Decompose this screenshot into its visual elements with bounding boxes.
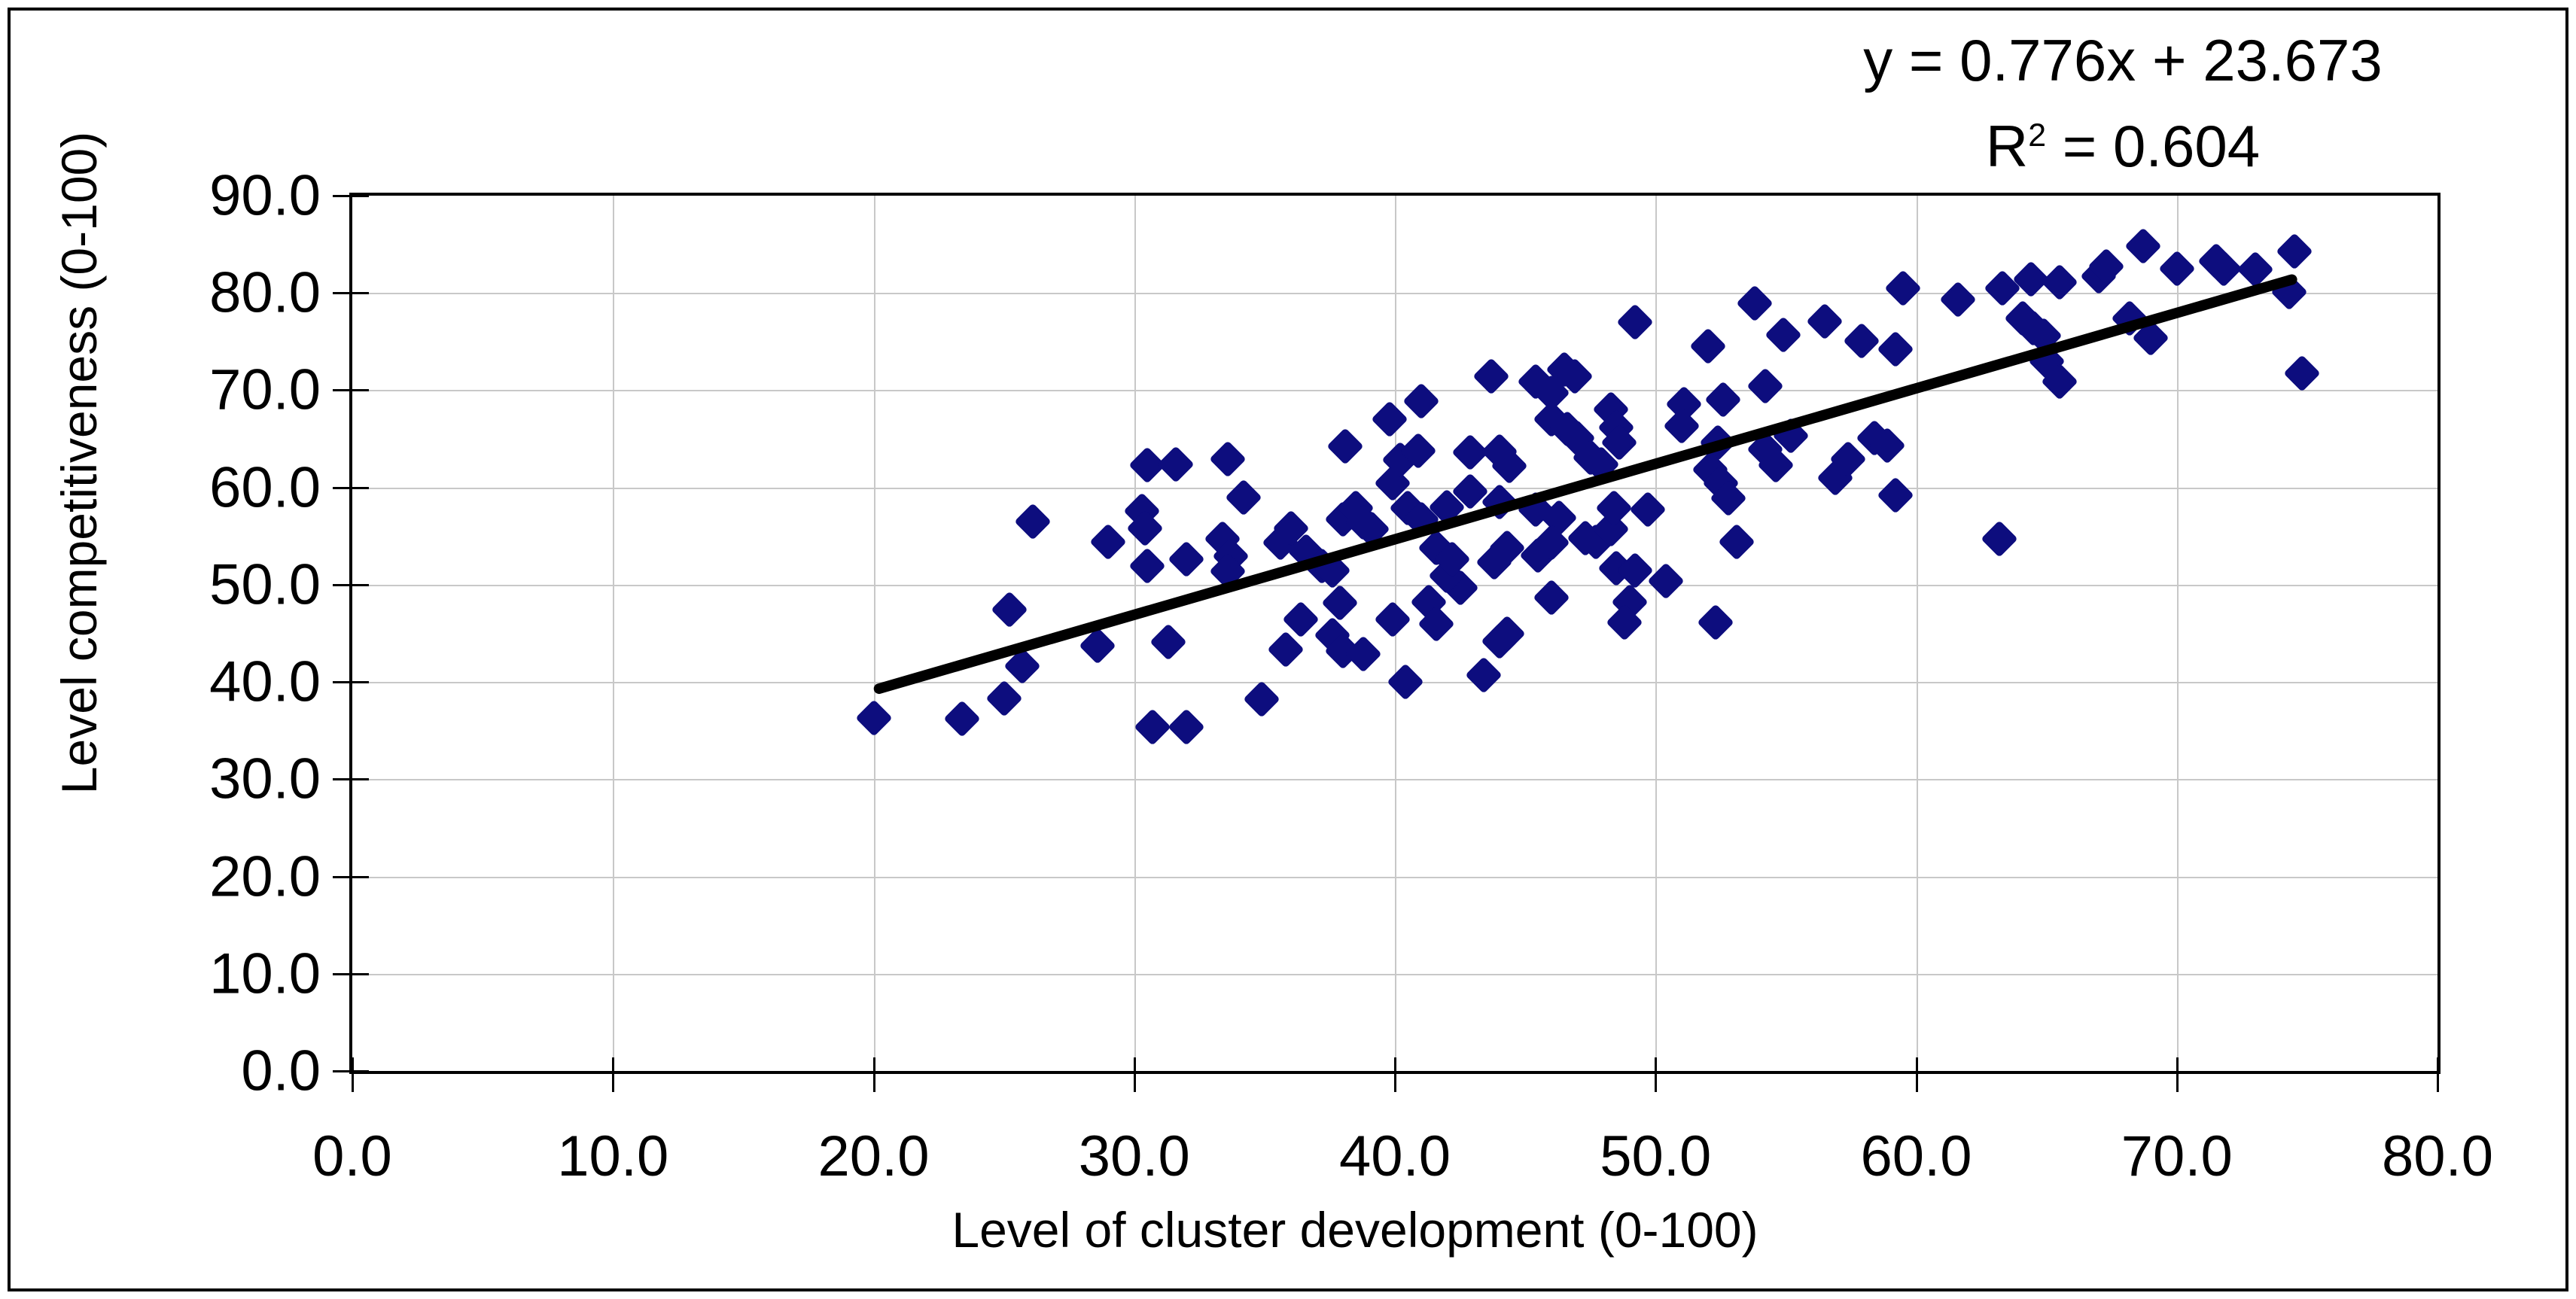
y-axis-tick (333, 972, 369, 975)
y-axis-tick (333, 292, 369, 295)
x-axis-tick-label: 50.0 (1600, 1124, 1712, 1188)
y-axis-tick-label: 20.0 (209, 844, 321, 909)
horizontal-gridline (352, 584, 2437, 586)
x-axis-tick (1915, 1057, 1918, 1092)
trendline-equation-label: y = 0.776x + 23.673 (1863, 27, 2383, 93)
x-axis-tick-label: 0.0 (312, 1124, 392, 1188)
x-axis-title: Level of cluster development (0-100) (952, 1202, 1758, 1258)
y-axis-tick-label: 40.0 (209, 650, 321, 714)
y-axis-tick (333, 486, 369, 489)
y-axis-tick-label: 0.0 (241, 1039, 321, 1103)
y-axis-tick (333, 195, 369, 197)
y-axis-tick-label: 80.0 (209, 260, 321, 325)
y-axis-tick (333, 583, 369, 586)
horizontal-gridline (352, 876, 2437, 878)
figure-border (8, 8, 2568, 1291)
y-axis-tick-label: 50.0 (209, 552, 321, 617)
x-axis-tick (352, 1057, 354, 1092)
trendline-equation-block: y = 0.776x + 23.673 R2 = 0.604 (1822, 23, 2424, 184)
horizontal-gridline (352, 973, 2437, 975)
x-axis-tick-label: 80.0 (2382, 1124, 2493, 1188)
horizontal-gridline (352, 390, 2437, 392)
x-axis-tick-label: 20.0 (818, 1124, 930, 1188)
y-axis-tick-label: 10.0 (209, 942, 321, 1006)
vertical-gridline (2176, 196, 2179, 1071)
y-axis-tick (333, 681, 369, 684)
vertical-gridline (613, 196, 615, 1071)
vertical-gridline (1134, 196, 1136, 1071)
y-axis-tick-label: 70.0 (209, 357, 321, 422)
x-axis-tick-label: 60.0 (1860, 1124, 1972, 1188)
horizontal-gridline (352, 293, 2437, 295)
x-axis-tick (1394, 1057, 1396, 1092)
y-axis-tick-label: 30.0 (209, 747, 321, 811)
y-axis-tick (333, 778, 369, 781)
r-squared-superscript: 2 (2028, 117, 2047, 154)
x-axis-tick-label: 10.0 (557, 1124, 669, 1188)
y-axis-tick-label: 90.0 (209, 163, 321, 228)
x-axis-tick (612, 1057, 615, 1092)
y-axis-tick-label: 60.0 (209, 455, 321, 520)
vertical-gridline (1655, 196, 1658, 1071)
y-axis-tick (333, 1070, 369, 1072)
x-axis-tick (1133, 1057, 1136, 1092)
x-axis-tick (2176, 1057, 2179, 1092)
x-axis-tick (1655, 1057, 1658, 1092)
x-axis-tick-label: 40.0 (1339, 1124, 1451, 1188)
horizontal-gridline (352, 779, 2437, 781)
y-axis-tick (333, 875, 369, 878)
x-axis-tick-label: 30.0 (1078, 1124, 1190, 1188)
y-axis-tick (333, 389, 369, 392)
x-axis-tick (872, 1057, 875, 1092)
r-squared-label: R2 = 0.604 (1985, 113, 2261, 179)
x-axis-tick-label: 70.0 (2121, 1124, 2233, 1188)
vertical-gridline (1916, 196, 1918, 1071)
y-axis-title: Level competitiveness (0-100) (51, 131, 107, 795)
x-axis-tick (2437, 1057, 2439, 1092)
vertical-gridline (873, 196, 875, 1071)
